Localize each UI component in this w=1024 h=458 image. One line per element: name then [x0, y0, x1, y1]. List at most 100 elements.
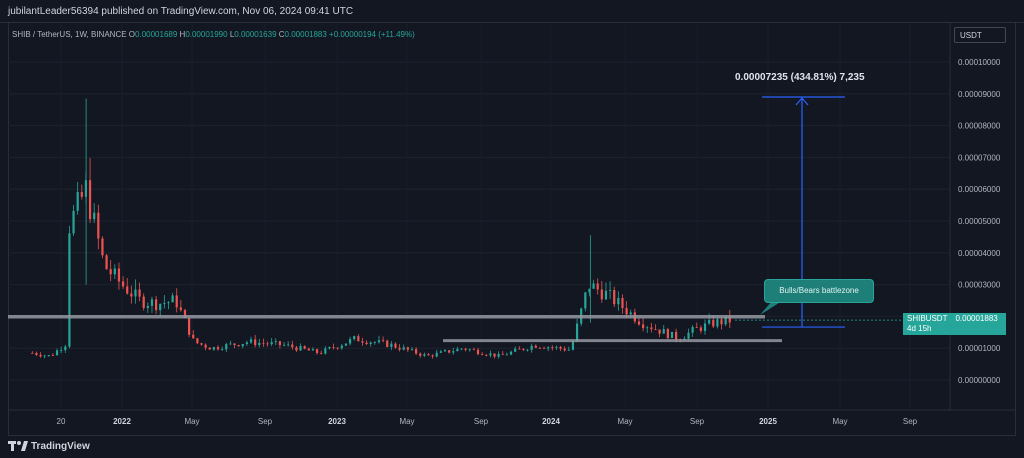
candle-body [175, 295, 178, 308]
candle-body [336, 347, 339, 349]
candle-body [390, 343, 393, 347]
candle-body [542, 347, 546, 349]
candle-body [237, 345, 240, 347]
chart-frame[interactable] [8, 22, 1016, 436]
candle-body [708, 319, 711, 324]
candle-body [88, 180, 92, 220]
candle-body [332, 347, 335, 348]
candle-body [55, 350, 59, 356]
candle-body [415, 349, 418, 354]
candle-body [431, 355, 434, 357]
close-label: C [278, 30, 285, 39]
candle-body [712, 319, 715, 327]
candle-body [200, 343, 203, 345]
y-tick-label: 0.00004000 [958, 249, 1001, 258]
candle-body [476, 349, 480, 355]
candle-body [117, 268, 121, 282]
candle-body [423, 354, 426, 356]
candle-body [448, 350, 451, 353]
candle-body [328, 347, 331, 349]
candle-body [509, 351, 513, 355]
candle-body [526, 349, 529, 351]
candle-body [64, 346, 67, 351]
candle-body [468, 349, 471, 351]
candle-body [625, 308, 628, 315]
candle-body [369, 342, 372, 344]
candle-body [699, 327, 702, 331]
candle-body [691, 327, 694, 333]
y-tick-label: 0.00009000 [958, 90, 1001, 99]
candle-body [563, 348, 566, 351]
footer [0, 436, 1024, 458]
candle-body [324, 348, 327, 354]
candle-body [452, 351, 455, 353]
symbol-legend: SHIB / TetherUS, 1W, BINANCE O0.00001689… [12, 30, 415, 39]
candle-body [31, 352, 34, 354]
candle-body [377, 340, 381, 343]
candle-body [344, 343, 348, 346]
candle-body [320, 353, 323, 354]
y-tick-label: 0.00000000 [958, 376, 1001, 385]
candle-body [666, 329, 669, 339]
x-tick-label: May [832, 417, 847, 426]
candle-body [534, 345, 537, 348]
x-tick-label: 2025 [759, 417, 777, 426]
candle-body [559, 346, 562, 349]
candle-body [154, 299, 158, 311]
candle-body [130, 293, 133, 297]
candle-body [410, 349, 414, 350]
tradingview-label: TradingView [31, 441, 90, 452]
candle-body [196, 338, 199, 344]
x-tick-label: 20 [57, 417, 66, 426]
candle-body [439, 351, 442, 353]
candle-body [315, 349, 319, 354]
close-value: 0.00001883 [284, 30, 327, 39]
candle-body [299, 346, 302, 351]
y-tick-label: 0.00001000 [958, 344, 1001, 353]
candle-body [105, 255, 108, 270]
candle-body [464, 348, 467, 350]
currency-button[interactable]: USDT [954, 27, 1006, 43]
candle-body [402, 347, 405, 350]
y-tick-label: 0.00003000 [958, 281, 1001, 290]
candle-body [35, 353, 38, 355]
symbol-title: SHIB / TetherUS, 1W, BINANCE [12, 30, 127, 39]
tradingview-icon [8, 441, 28, 452]
candle-body [547, 347, 550, 349]
candle-body [728, 316, 731, 323]
badge-price: 0.00001883 [955, 314, 998, 323]
candle-body [460, 348, 463, 350]
candle-body [493, 353, 496, 357]
x-tick-label: 2024 [542, 417, 560, 426]
candle-body [295, 347, 298, 351]
tradingview-logo[interactable]: TradingView [8, 441, 90, 452]
candle-body [270, 342, 273, 345]
candle-body [373, 342, 376, 343]
candle-body [101, 238, 104, 256]
candle-body [588, 288, 591, 293]
publisher-line: jubilantLeader56394 published on Trading… [8, 6, 354, 17]
candle-body [584, 292, 587, 309]
candle-body [435, 352, 438, 357]
candle-body [658, 329, 661, 334]
candle-body [233, 343, 236, 346]
candle-body [394, 343, 397, 348]
candle-body [637, 321, 641, 325]
candle-body [311, 349, 315, 351]
candle-body [427, 354, 430, 356]
candle-body [501, 353, 504, 355]
candle-body [348, 339, 352, 344]
candle-body [291, 344, 294, 348]
candle-body [43, 355, 46, 357]
y-tick-label: 0.00006000 [958, 185, 1001, 194]
candle-body [245, 342, 248, 345]
candle-body [353, 336, 356, 340]
candle-body [604, 290, 608, 300]
battlezone-callout[interactable]: Bulls/Bears battlezone [764, 279, 874, 303]
candle-body [675, 331, 678, 340]
high-label: H [179, 30, 186, 39]
candle-body [278, 341, 282, 346]
candle-body [121, 281, 125, 287]
candle-body [695, 327, 698, 328]
